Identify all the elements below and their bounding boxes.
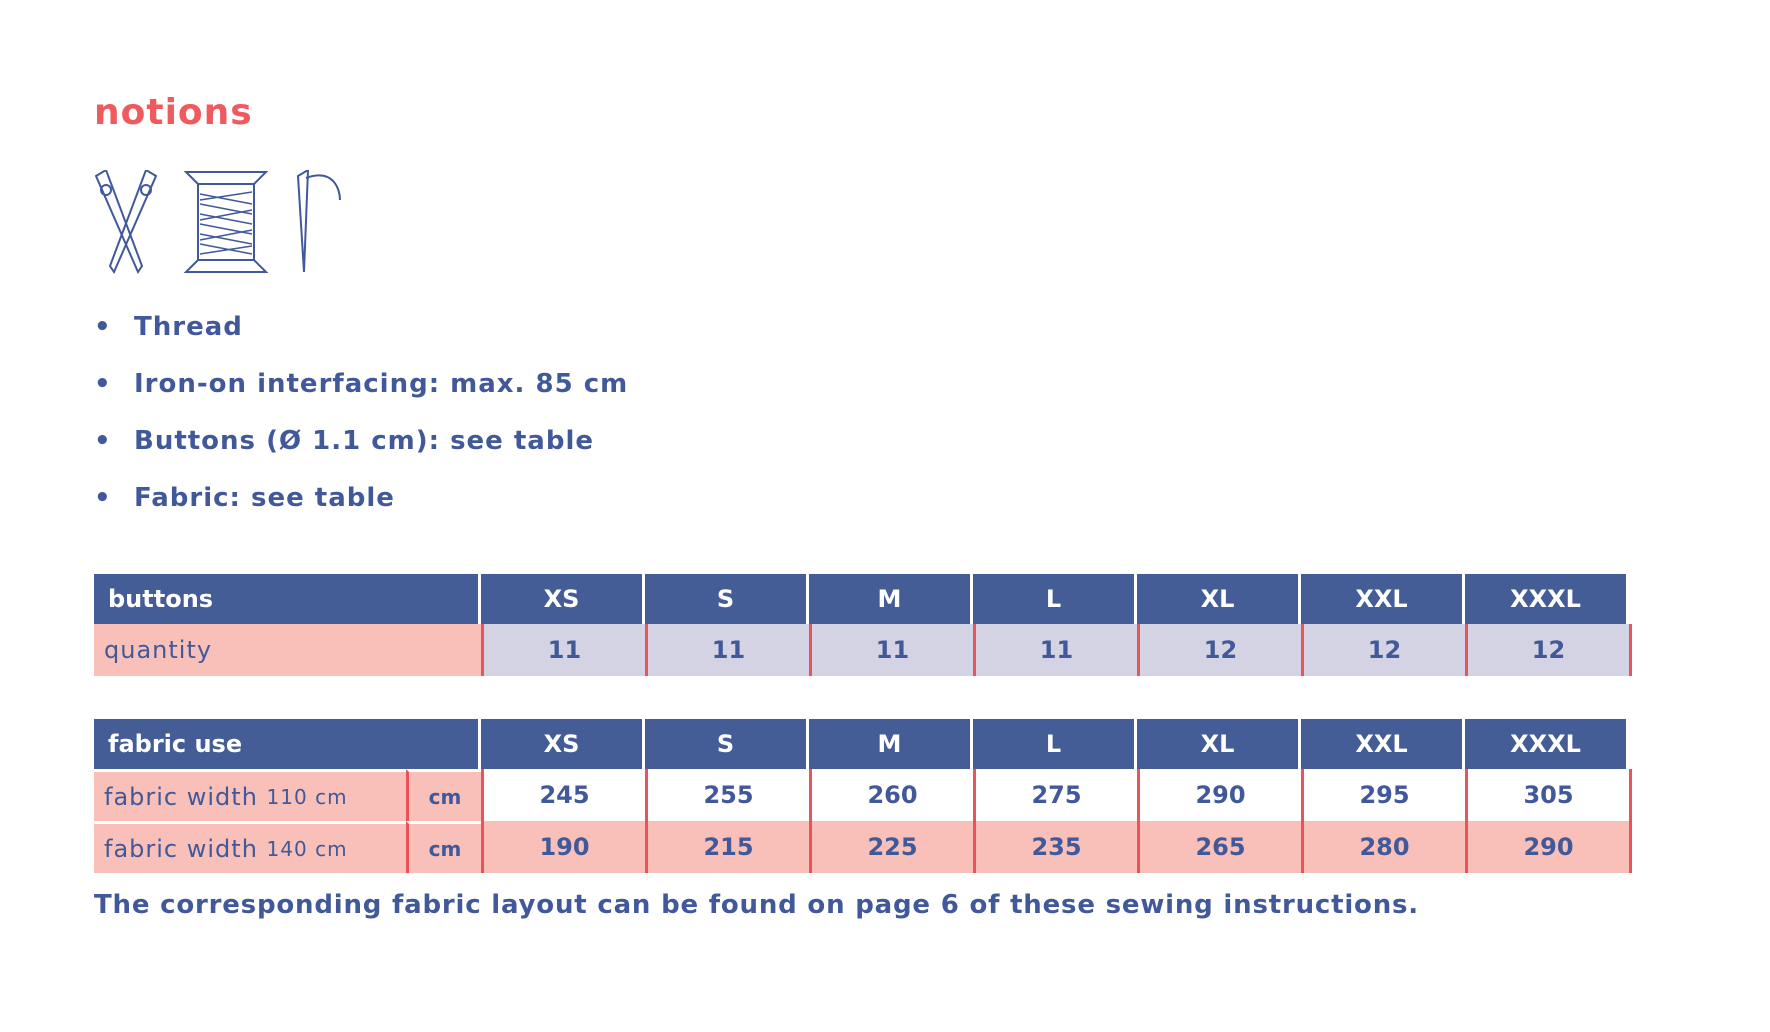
bullet-text: Iron-on interfacing: max. 85 cm <box>134 369 629 399</box>
value-cell: 290 <box>1465 821 1629 873</box>
value-cell: 11 <box>809 624 973 676</box>
header-cell: XS <box>481 719 645 769</box>
label-text: fabric width <box>104 782 258 811</box>
header-cell: XXL <box>1301 719 1465 769</box>
scissors-eye <box>100 184 112 196</box>
bullet-item: • Buttons (Ø 1.1 cm): see table <box>94 426 594 456</box>
header-cell: XXXL <box>1465 719 1629 769</box>
header-cell: S <box>645 574 809 624</box>
scissors-eye <box>140 184 152 196</box>
header-cell: M <box>809 574 973 624</box>
value-cell: 255 <box>645 769 809 821</box>
value-cell: 275 <box>973 769 1137 821</box>
section-title: notions <box>94 92 253 133</box>
header-cell: L <box>973 719 1137 769</box>
row-label: fabric width 140 cm <box>94 821 406 873</box>
footnote: The corresponding fabric layout can be f… <box>94 890 1419 920</box>
header-cell: M <box>809 719 973 769</box>
bullet-dot: • <box>94 312 112 342</box>
header-cell: XL <box>1137 719 1301 769</box>
value-cell: 11 <box>973 624 1137 676</box>
row-end-rule <box>1629 821 1632 873</box>
needle-icon <box>296 170 341 273</box>
row-end-rule <box>1629 624 1632 676</box>
bullet-item: • Iron-on interfacing: max. 85 cm <box>94 369 628 399</box>
bullet-dot: • <box>94 426 112 456</box>
value-cell: 12 <box>1137 624 1301 676</box>
value-cell: 305 <box>1465 769 1629 821</box>
header-cell: XS <box>481 574 645 624</box>
header-cell: S <box>645 719 809 769</box>
label-text: fabric width <box>104 834 258 863</box>
bullet-text: Fabric: see table <box>134 483 395 513</box>
value-cell: 260 <box>809 769 973 821</box>
value-cell: 280 <box>1301 821 1465 873</box>
thread-spool-icon <box>183 171 269 273</box>
value-cell: 295 <box>1301 769 1465 821</box>
value-cell: 225 <box>809 821 973 873</box>
header-cell: buttons <box>94 574 481 624</box>
row-label: quantity <box>94 624 481 676</box>
value-cell: 215 <box>645 821 809 873</box>
bullet-text: Buttons (Ø 1.1 cm): see table <box>134 426 594 456</box>
value-cell: 265 <box>1137 821 1301 873</box>
value-cell: 11 <box>645 624 809 676</box>
bullet-item: • Thread <box>94 312 243 342</box>
notion-icons <box>94 170 341 274</box>
unit-cell: cm <box>406 769 481 821</box>
header-cell: fabric use <box>94 719 481 769</box>
scissors-icon <box>94 170 158 274</box>
bullet-dot: • <box>94 483 112 513</box>
bullet-text: Thread <box>134 312 243 342</box>
header-cell: XXXL <box>1465 574 1629 624</box>
value-cell: 235 <box>973 821 1137 873</box>
value-cell: 290 <box>1137 769 1301 821</box>
value-cell: 245 <box>481 769 645 821</box>
row-end-rule <box>1629 769 1632 821</box>
value-cell: 11 <box>481 624 645 676</box>
header-cell: XL <box>1137 574 1301 624</box>
header-cell: L <box>973 574 1137 624</box>
header-cell: XXL <box>1301 574 1465 624</box>
bullet-item: • Fabric: see table <box>94 483 395 513</box>
label-width: 140 cm <box>266 836 348 861</box>
value-cell: 12 <box>1301 624 1465 676</box>
row-label: fabric width 110 cm <box>94 769 406 821</box>
label-width: 110 cm <box>266 784 348 809</box>
value-cell: 190 <box>481 821 645 873</box>
value-cell: 12 <box>1465 624 1629 676</box>
unit-cell: cm <box>406 821 481 873</box>
bullet-dot: • <box>94 369 112 399</box>
